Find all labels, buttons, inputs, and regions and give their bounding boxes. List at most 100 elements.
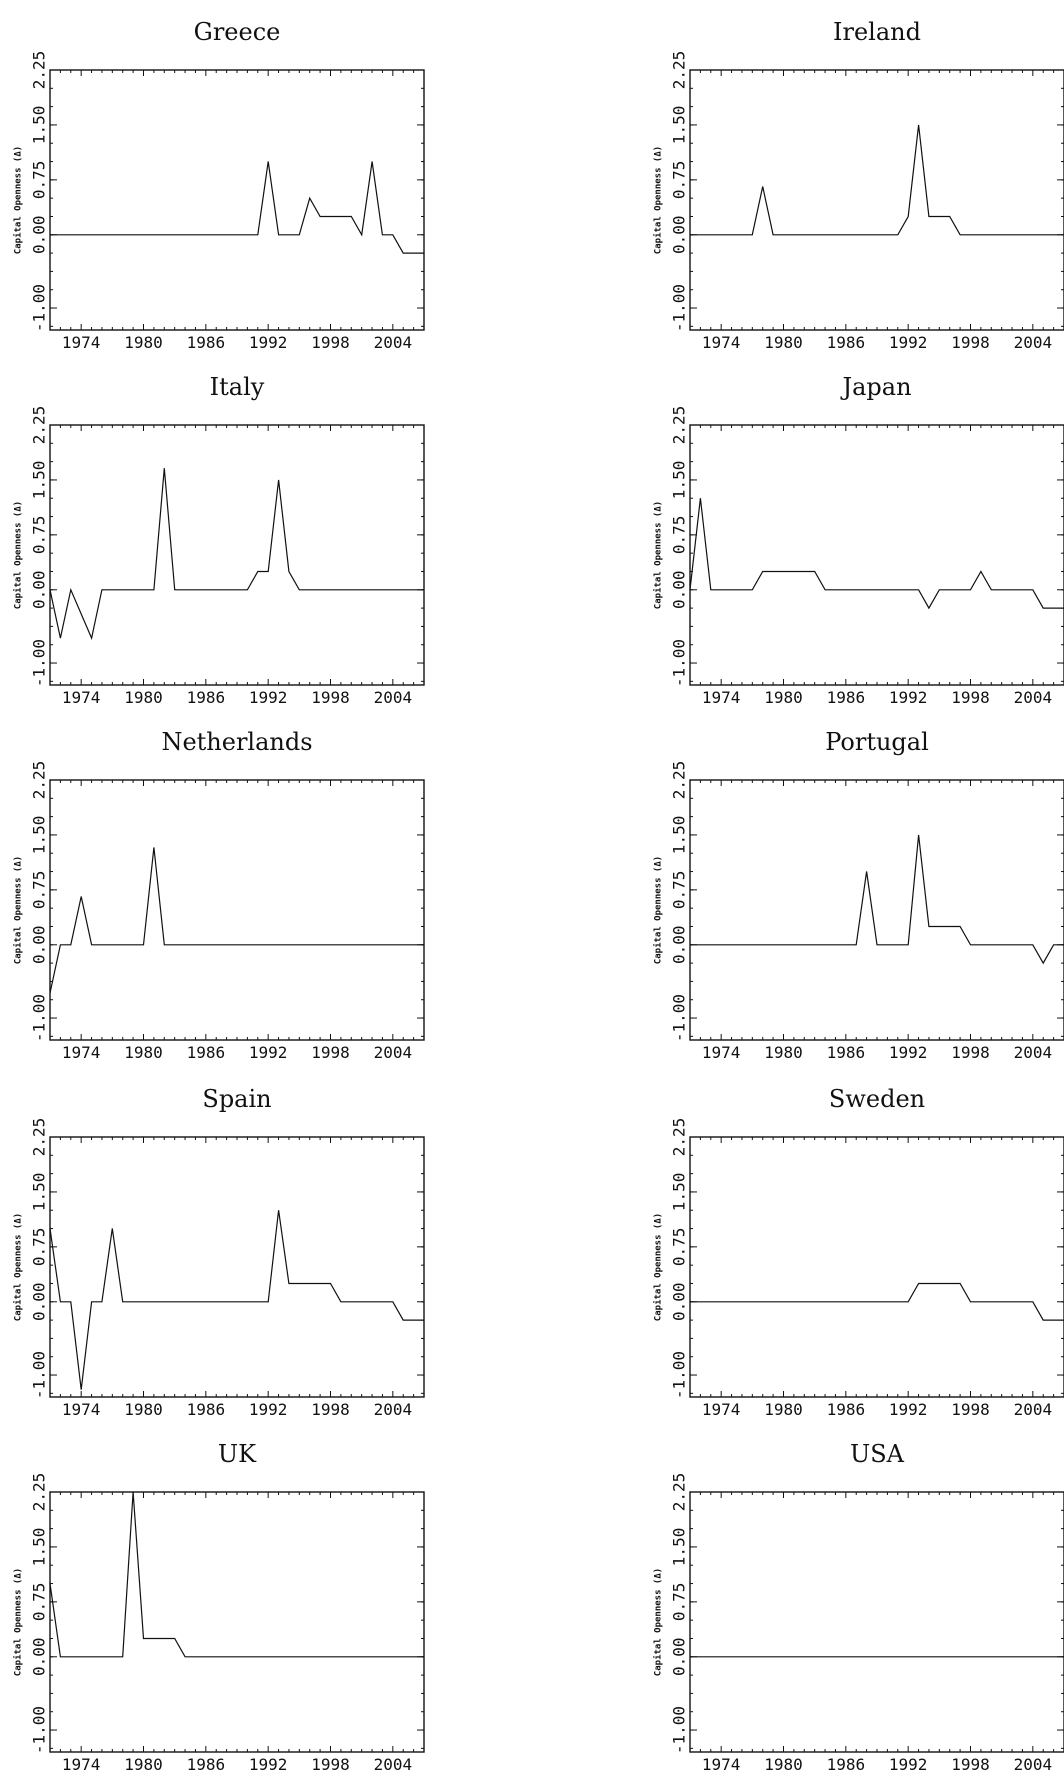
x-tick-label: 1986 bbox=[187, 1400, 226, 1419]
y-tick-label: 1.50 bbox=[30, 461, 49, 500]
chart-panel-italy: Italy 1974 1980 1986 1992 1998 2004 -1.00 0.00 0.… bbox=[13, 373, 425, 707]
y-tick-label: 2.25 bbox=[670, 1118, 689, 1157]
x-tick-label: 1980 bbox=[764, 333, 803, 352]
x-tick-label: 1992 bbox=[889, 1755, 928, 1774]
chart-title: Ireland bbox=[833, 18, 921, 46]
x-tick-label: 1986 bbox=[187, 1043, 226, 1062]
plot-frame bbox=[689, 424, 1064, 686]
y-tick-label: 1.50 bbox=[670, 816, 689, 855]
series-line bbox=[689, 498, 1064, 610]
y-tick-label: 0.00 bbox=[670, 926, 689, 965]
x-tick-label: 1998 bbox=[311, 333, 350, 352]
y-tick-label: 1.50 bbox=[30, 106, 49, 145]
x-tick-label: 1974 bbox=[702, 1755, 741, 1774]
y-tick-label: -1.00 bbox=[670, 639, 689, 687]
y-tick-label: 0.75 bbox=[30, 516, 49, 555]
y-tick-label: 0.75 bbox=[30, 1228, 49, 1267]
y-tick-label: 2.25 bbox=[670, 406, 689, 445]
y-tick-label: 0.75 bbox=[30, 871, 49, 910]
y-axis-label: Capital Openness (Δ) bbox=[13, 501, 24, 609]
x-tick-label: 1992 bbox=[249, 1043, 288, 1062]
chart-title: UK bbox=[218, 1440, 257, 1468]
plot-frame bbox=[689, 1491, 1064, 1753]
x-tick-label: 1998 bbox=[951, 1043, 990, 1062]
y-tick-label: 2.25 bbox=[30, 761, 49, 800]
y-tick-label: 0.00 bbox=[30, 1638, 49, 1677]
y-axis-label: Capital Openness (Δ) bbox=[13, 1568, 24, 1676]
y-tick-label: 0.00 bbox=[30, 571, 49, 610]
plot-frame bbox=[689, 1136, 1064, 1398]
y-tick-label: 0.00 bbox=[670, 216, 689, 255]
y-tick-label: 1.50 bbox=[670, 1528, 689, 1567]
x-tick-label: 1974 bbox=[702, 1043, 741, 1062]
chart-panel-greece: Greece 1974 1980 1986 1992 1998 2004 -1.00 0.00 0… bbox=[13, 18, 425, 352]
x-tick-label: 1998 bbox=[311, 1043, 350, 1062]
x-tick-label: 2004 bbox=[374, 333, 413, 352]
x-tick-label: 1992 bbox=[249, 688, 288, 707]
y-tick-label: -1.00 bbox=[30, 994, 49, 1042]
y-tick-label: 0.75 bbox=[30, 1583, 49, 1622]
chart-panel-uk: UK 1974 1980 1986 1992 1998 2004 -1.00 0.00 0.75 1… bbox=[13, 1440, 425, 1774]
y-tick-label: 2.25 bbox=[30, 1118, 49, 1157]
x-tick-label: 2004 bbox=[1014, 333, 1053, 352]
chart-title: Sweden bbox=[829, 1085, 925, 1113]
y-axis-label: Capital Openness (Δ) bbox=[653, 856, 664, 964]
x-tick-label: 1998 bbox=[951, 688, 990, 707]
y-tick-label: -1.00 bbox=[30, 639, 49, 687]
plot-frame bbox=[49, 424, 425, 686]
y-tick-label: -1.00 bbox=[30, 1706, 49, 1754]
series-line bbox=[49, 468, 424, 641]
x-tick-label: 2004 bbox=[1014, 688, 1053, 707]
x-tick-label: 1992 bbox=[249, 333, 288, 352]
y-axis-label: Capital Openness (Δ) bbox=[13, 1213, 24, 1321]
x-tick-label: 1992 bbox=[889, 1043, 928, 1062]
y-tick-label: -1.00 bbox=[670, 994, 689, 1042]
chart-title: Spain bbox=[202, 1085, 271, 1113]
series-line bbox=[49, 1491, 424, 1658]
x-tick-label: 1986 bbox=[187, 688, 226, 707]
y-tick-label: 0.00 bbox=[30, 216, 49, 255]
y-tick-label: 1.50 bbox=[670, 106, 689, 145]
chart-title: Netherlands bbox=[161, 728, 312, 756]
x-tick-label: 2004 bbox=[374, 1755, 413, 1774]
x-tick-label: 1992 bbox=[249, 1755, 288, 1774]
x-tick-label: 1998 bbox=[951, 1400, 990, 1419]
y-tick-label: 1.50 bbox=[670, 1173, 689, 1212]
x-tick-label: 1974 bbox=[702, 688, 741, 707]
y-tick-label: -1.00 bbox=[670, 284, 689, 332]
x-tick-label: 2004 bbox=[374, 1400, 413, 1419]
y-tick-label: 0.00 bbox=[30, 1283, 49, 1322]
x-tick-label: 1992 bbox=[889, 1400, 928, 1419]
x-tick-label: 1974 bbox=[702, 333, 741, 352]
y-tick-label: 1.50 bbox=[30, 816, 49, 855]
y-tick-label: 0.00 bbox=[670, 1638, 689, 1677]
y-axis-label: Capital Openness (Δ) bbox=[13, 146, 24, 254]
x-tick-label: 1980 bbox=[124, 333, 163, 352]
chart-panel-sweden: Sweden 1974 1980 1986 1992 1998 2004 -1.00 0.00 0… bbox=[653, 1085, 1064, 1419]
y-tick-label: 0.00 bbox=[670, 1283, 689, 1322]
chart-title: USA bbox=[850, 1440, 905, 1468]
x-tick-label: 1974 bbox=[62, 1755, 101, 1774]
y-tick-label: 0.75 bbox=[670, 871, 689, 910]
x-tick-label: 1974 bbox=[62, 333, 101, 352]
y-tick-label: 0.00 bbox=[30, 926, 49, 965]
y-axis-label: Capital Openness (Δ) bbox=[653, 1213, 664, 1321]
chart-panel-spain: Spain 1974 1980 1986 1992 1998 2004 -1.00 0.00 0.… bbox=[13, 1085, 425, 1419]
x-tick-label: 1980 bbox=[124, 1400, 163, 1419]
series-line bbox=[49, 1210, 424, 1390]
y-tick-label: 0.75 bbox=[670, 1583, 689, 1622]
x-tick-label: 1986 bbox=[827, 333, 866, 352]
x-tick-label: 1986 bbox=[827, 688, 866, 707]
chart-panel-ireland: Ireland 1974 1980 1986 1992 1998 2004 -1.00 0.00… bbox=[653, 18, 1064, 352]
y-axis-label: Capital Openness (Δ) bbox=[653, 1568, 664, 1676]
x-tick-label: 2004 bbox=[1014, 1755, 1053, 1774]
series-line bbox=[49, 847, 424, 994]
series-line bbox=[690, 834, 1064, 965]
y-tick-label: -1.00 bbox=[670, 1351, 689, 1399]
chart-title: Portugal bbox=[825, 728, 929, 756]
plot-frame bbox=[49, 69, 425, 331]
x-tick-label: 2004 bbox=[1014, 1400, 1053, 1419]
y-tick-label: -1.00 bbox=[670, 1706, 689, 1754]
x-tick-label: 1998 bbox=[311, 1755, 350, 1774]
x-tick-label: 1992 bbox=[889, 688, 928, 707]
